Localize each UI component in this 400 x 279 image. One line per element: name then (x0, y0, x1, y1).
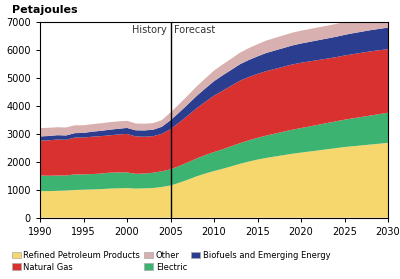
Legend: Refined Petroleum Products, Natural Gas, Other, Electric, Biofuels and Emerging : Refined Petroleum Products, Natural Gas,… (8, 248, 334, 275)
Text: Petajoules: Petajoules (12, 4, 78, 15)
Text: Forecast: Forecast (174, 25, 215, 35)
Text: History: History (132, 25, 167, 35)
